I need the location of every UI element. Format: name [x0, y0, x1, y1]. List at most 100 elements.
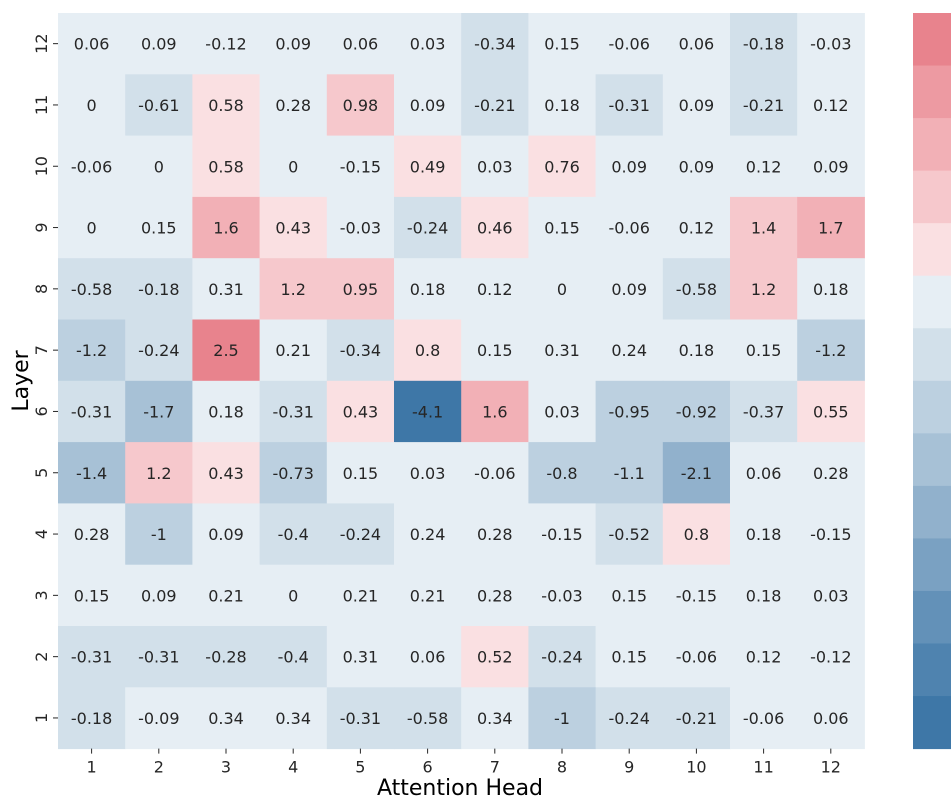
colorbar-segment	[913, 538, 951, 592]
heatmap-cell	[528, 626, 597, 688]
heatmap-cell	[528, 135, 597, 198]
cell-value-label: 0.31	[343, 648, 379, 667]
cell-value-label: -0.31	[608, 96, 649, 115]
cell-value-label: -0.24	[407, 219, 448, 238]
heatmap-cell	[192, 258, 261, 320]
heatmap-cell	[595, 196, 664, 259]
cell-value-label: -0.03	[810, 35, 851, 54]
cell-value-label: 0.58	[208, 157, 244, 176]
heatmap-cells	[58, 13, 865, 750]
colorbar-segment	[913, 13, 951, 67]
heatmap-cell	[192, 503, 261, 566]
heatmap-cell	[797, 380, 865, 443]
heatmap-cell	[58, 687, 126, 750]
heatmap-cell	[461, 564, 529, 627]
cell-value-label: 1.6	[482, 402, 507, 421]
heatmap-cell	[125, 135, 193, 198]
heatmap-cell	[125, 196, 193, 259]
heatmap-cell	[797, 503, 865, 566]
cell-value-label: 0.43	[275, 219, 311, 238]
cell-value-label: 0.15	[611, 586, 647, 605]
heatmap-cell	[58, 135, 126, 198]
heatmap-cell	[326, 258, 395, 320]
cell-value-label: 0.18	[410, 280, 446, 299]
cell-value-label: -0.73	[272, 464, 313, 483]
heatmap-cell	[662, 626, 731, 688]
cell-value-label: 0.18	[813, 280, 849, 299]
cell-value-label: -0.61	[138, 96, 179, 115]
cell-value-label: 0.95	[343, 280, 379, 299]
cell-value-label: 0.34	[477, 709, 513, 728]
heatmap-cell	[730, 442, 798, 504]
cell-value-label: 0	[87, 96, 97, 115]
cell-value-label: -0.8	[546, 464, 577, 483]
heatmap-cell	[461, 135, 529, 198]
heatmap-cell	[125, 258, 193, 320]
cell-value-label: -0.28	[205, 648, 246, 667]
heatmap-cell	[326, 687, 395, 750]
y-tick-label: 2	[32, 652, 51, 662]
cell-value-label: -1.2	[815, 341, 846, 360]
cell-value-label: 0.06	[343, 35, 379, 54]
cell-value-label: 0.09	[611, 157, 647, 176]
heatmap-cell	[730, 258, 798, 320]
heatmap-cell	[595, 380, 664, 443]
heatmap-cell	[797, 196, 865, 259]
heatmap-cell	[461, 74, 529, 137]
heatmap-cell	[125, 503, 193, 566]
heatmap-cell	[58, 503, 126, 566]
heatmap-cell	[394, 13, 462, 75]
cell-value-label: 0	[87, 219, 97, 238]
cell-value-label: 0.09	[679, 96, 715, 115]
heatmap-cell	[528, 564, 597, 627]
heatmap-cell	[730, 196, 798, 259]
heatmap-cell	[461, 380, 529, 443]
y-tick-label: 3	[32, 590, 51, 600]
cell-value-label: 1.7	[818, 219, 843, 238]
x-tick-label: 5	[355, 758, 365, 777]
cell-value-label: -0.31	[138, 648, 179, 667]
heatmap-cell	[394, 503, 462, 566]
heatmap-cell	[461, 626, 529, 688]
cell-value-label: 0.15	[141, 219, 177, 238]
heatmap-cell	[326, 74, 395, 137]
heatmap-cell	[461, 258, 529, 320]
heatmap-cell	[259, 196, 328, 259]
heatmap-cell	[326, 319, 395, 382]
cell-value-label: -0.18	[138, 280, 179, 299]
heatmap-cell	[662, 258, 731, 320]
heatmap-cell	[730, 13, 798, 75]
cell-value-label: 0.21	[410, 586, 446, 605]
x-tick-label: 7	[490, 758, 500, 777]
x-tick-label: 3	[221, 758, 231, 777]
heatmap-cell	[394, 626, 462, 688]
heatmap-cell	[662, 135, 731, 198]
heatmap-cell	[58, 380, 126, 443]
cell-value-label: 0.31	[544, 341, 580, 360]
x-tick-label: 8	[557, 758, 567, 777]
cell-value-label: -0.31	[71, 648, 112, 667]
cell-value-label: 0.49	[410, 157, 446, 176]
heatmap-cell	[259, 258, 328, 320]
cell-value-label: 0.15	[343, 464, 379, 483]
cell-value-label: -2.1	[681, 464, 712, 483]
heatmap-cell	[326, 626, 395, 688]
cell-value-label: -0.34	[474, 35, 515, 54]
x-tick-label: 12	[821, 758, 841, 777]
heatmap-cell	[125, 687, 193, 750]
cell-value-label: 0.15	[544, 35, 580, 54]
cell-value-label: 0.28	[74, 525, 110, 544]
heatmap-cell	[394, 319, 462, 382]
heatmap-cell	[662, 503, 731, 566]
cell-value-label: 1.4	[751, 219, 776, 238]
cell-value-label: 0.43	[343, 402, 379, 421]
heatmap-cell	[125, 626, 193, 688]
heatmap-cell	[58, 564, 126, 627]
heatmap-cell	[595, 687, 664, 750]
cell-value-label: 0.06	[679, 35, 715, 54]
cell-value-label: -0.4	[278, 525, 309, 544]
colorbar-segment	[913, 485, 951, 539]
heatmap-cell	[259, 135, 328, 198]
cell-value-label: 0.24	[410, 525, 446, 544]
